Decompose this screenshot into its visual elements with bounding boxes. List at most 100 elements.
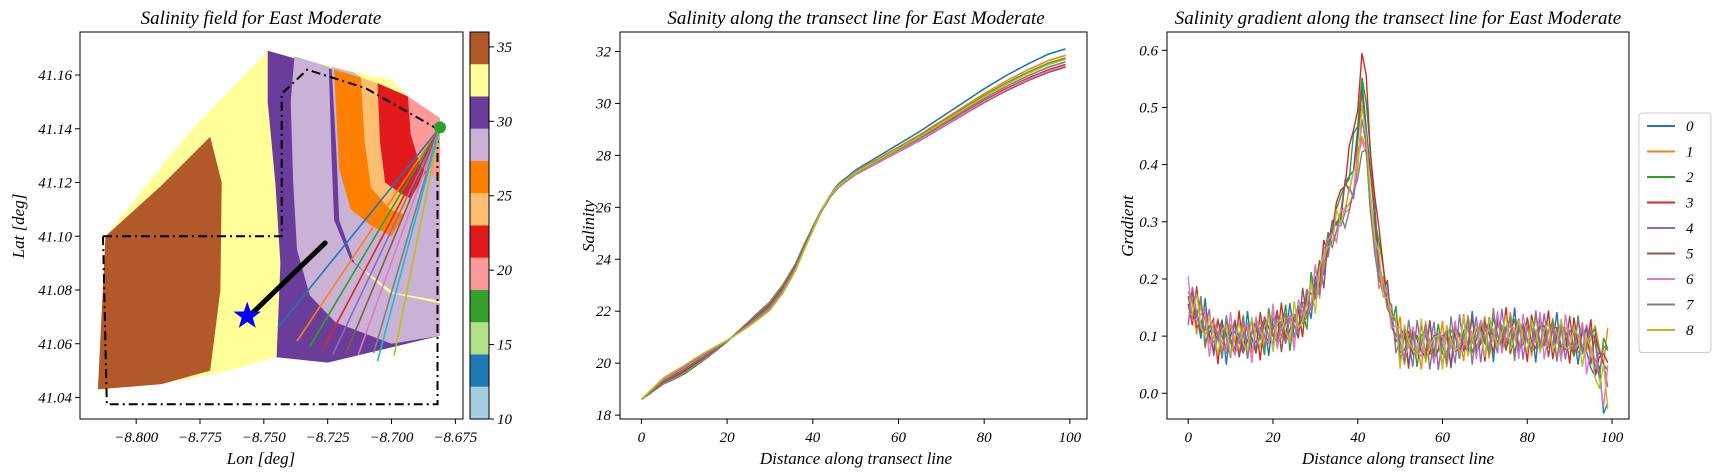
colorbar-swatch (470, 193, 489, 226)
gradient-axes: 0 20 40 60 80 100 0.0 0.1 0.2 0.3 0.4 0.5 0.6 (1139, 43, 1624, 446)
legend-label: 0 (1686, 119, 1694, 135)
y-tick-label: 24 (596, 252, 612, 268)
transect-line (277, 126, 441, 329)
salinity-region-brown (97, 136, 222, 390)
x-tick-label: 20 (720, 430, 736, 446)
map-title: Salinity field for East Moderate (141, 8, 382, 29)
transect-line (321, 127, 441, 351)
colorbar-tick-label: 10 (497, 412, 513, 428)
y-tick-label: 0.0 (1139, 386, 1158, 402)
x-tick-label: 0 (1184, 430, 1192, 446)
trajectory-line (247, 240, 328, 319)
colorbar-swatch (470, 32, 489, 65)
x-tick-label: −8.800 (114, 430, 158, 446)
salinity-xlabel: Distance along transect line (759, 449, 953, 468)
legend-label: 7 (1686, 298, 1695, 314)
salinity-series-line (640, 48, 1066, 401)
y-tick-label: 41.16 (38, 68, 72, 84)
salinity-series-line (640, 61, 1066, 401)
x-tick-label: −8.725 (306, 430, 350, 446)
x-tick-label: 100 (1059, 430, 1082, 446)
y-tick-label: 41.06 (38, 337, 72, 353)
gradient-series-line (1187, 138, 1609, 407)
model-boundary-north (103, 68, 438, 238)
y-tick-label: 18 (596, 408, 612, 424)
salinity-series-line (640, 63, 1066, 401)
x-tick-label: 40 (805, 430, 821, 446)
salinity-series-line (640, 58, 1066, 401)
x-tick-label: 100 (1601, 430, 1624, 446)
y-tick-label: 0.3 (1139, 215, 1158, 231)
legend-label: 8 (1686, 323, 1694, 339)
transect-line (296, 126, 441, 342)
colorbar-swatch (470, 128, 489, 161)
y-tick-label: 41.08 (38, 283, 72, 299)
y-tick-label: 26 (596, 200, 612, 216)
legend-label: 4 (1686, 221, 1694, 237)
salinity-series-line (640, 66, 1066, 401)
gradient-ylabel: Gradient (1118, 194, 1137, 257)
salinity-ylabel: Salinity (579, 200, 598, 252)
colorbar-tick-label: 20 (497, 263, 513, 279)
legend: 0 1 2 3 4 5 6 7 8 (1638, 112, 1712, 353)
colorbar: 10 15 20 25 30 35 (469, 31, 513, 428)
y-tick-label: 32 (595, 44, 612, 60)
gradient-title: Salinity gradient along the transect lin… (1175, 8, 1621, 29)
y-tick-label: 0.2 (1139, 272, 1158, 288)
salinity-title: Salinity along the transect line for Eas… (667, 8, 1044, 29)
colorbar-swatch (470, 161, 489, 194)
gradient-xlabel: Distance along transect line (1301, 449, 1495, 468)
map-axes-frame (79, 31, 464, 420)
x-tick-label: −8.700 (370, 430, 414, 446)
transect-line (332, 127, 441, 355)
y-tick-label: 0.1 (1139, 329, 1158, 345)
x-tick-label: 0 (638, 430, 646, 446)
x-tick-label: 80 (1520, 430, 1536, 446)
salinity-lines (640, 48, 1066, 401)
map-panel: Salinity field for East Moderate −8.800 −… (9, 8, 513, 468)
gradient-axes-frame (1166, 31, 1630, 420)
legend-label: 6 (1686, 272, 1694, 288)
y-tick-label: 41.04 (38, 391, 72, 407)
salinity-axes: 0 20 40 60 80 100 18 20 22 24 26 28 30 32 (595, 44, 1082, 446)
transect-line (372, 127, 441, 354)
legend-label: 3 (1685, 196, 1694, 212)
salinity-region-orange (334, 69, 405, 237)
colorbar-swatch (470, 322, 489, 355)
y-tick-label: 28 (596, 148, 612, 164)
colorbar-tick-label: 25 (497, 189, 513, 205)
salinity-field (97, 50, 447, 406)
y-tick-label: 0.4 (1139, 158, 1158, 174)
colorbar-swatch (470, 225, 489, 258)
colorbar-tick-label: 30 (496, 114, 513, 130)
legend-label: 5 (1686, 247, 1694, 263)
transect-line (393, 127, 441, 357)
x-tick-label: −8.675 (433, 430, 477, 446)
y-tick-label: 41.12 (38, 176, 72, 192)
salinity-region-red (377, 83, 426, 199)
colorbar-swatch (470, 354, 489, 387)
gradient-series-line (1187, 149, 1609, 378)
salinity-panel: Salinity along the transect line for Eas… (579, 8, 1088, 468)
y-tick-label: 20 (596, 356, 612, 372)
x-tick-label: 60 (891, 430, 907, 446)
x-tick-label: 20 (1265, 430, 1281, 446)
y-tick-label: 0.5 (1139, 100, 1158, 116)
salinity-region-lilac (290, 56, 440, 344)
colorbar-swatch (470, 386, 489, 419)
transect-line (376, 127, 441, 362)
legend-label: 1 (1686, 145, 1694, 161)
y-tick-label: 41.14 (38, 122, 72, 138)
colorbar-swatch (470, 257, 489, 290)
gradient-series-line (1187, 82, 1609, 414)
transect-line (344, 127, 441, 355)
salinity-region-light-orange (360, 77, 411, 215)
gradient-lines (1187, 52, 1609, 414)
salinity-series-line (640, 57, 1066, 401)
y-tick-label: 0.6 (1139, 43, 1158, 59)
legend-label: 2 (1686, 170, 1694, 186)
x-tick-label: 80 (977, 430, 993, 446)
y-tick-label: 41.10 (38, 229, 72, 245)
gradient-panel: Salinity gradient along the transect lin… (1118, 8, 1712, 468)
